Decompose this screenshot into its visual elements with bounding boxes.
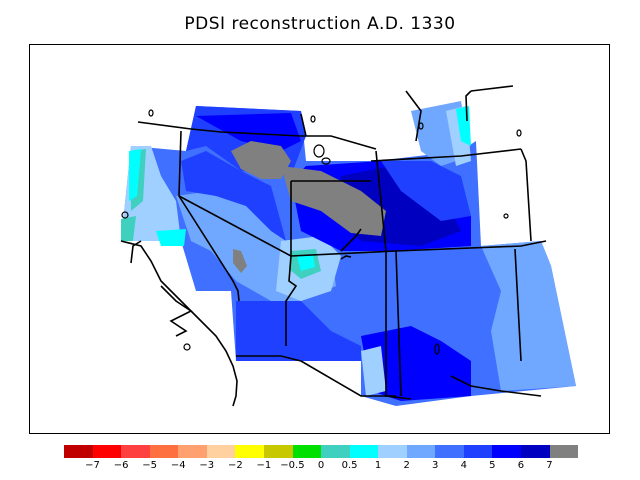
legend-tick-label: 3 [432,460,439,471]
legend-tick-label: −7 [85,460,100,471]
legend-tick-label: 0 [317,460,325,471]
legend-tick-label: 2 [403,460,410,471]
legend-swatch [92,445,122,458]
color-legend: −7 −6 −5 −4 −3 −2 −1 −0.5 0 0.5 1 2 3 4 5 6 7 [64,445,579,471]
legend-swatch [521,445,550,458]
legend-swatch [321,445,350,458]
legend-tick-label: −0.5 [280,460,305,471]
legend-tick-label: −5 [142,460,158,471]
legend-tick-label: 6 [517,460,525,471]
legend-swatch [178,445,207,458]
legend-labels: −7 −6 −5 −4 −3 −2 −1 −0.5 0 0.5 1 2 3 4 5 6 7 [64,460,578,474]
legend-swatch [149,445,179,458]
legend-swatch [349,445,379,458]
legend-swatch [206,445,236,458]
legend-tick-label: 5 [489,460,496,471]
legend-color-bar [64,445,579,458]
legend-tick-label: 7 [546,460,553,471]
legend-swatch [292,445,322,458]
legend-swatch [549,445,579,458]
pdsi-map [120,85,576,407]
legend-tick-label: 4 [460,460,467,471]
legend-swatch [263,445,293,458]
legend-tick-label: −2 [227,460,243,471]
legend-tick-label: 0.5 [341,460,358,471]
legend-tick-label: −1 [256,460,272,471]
legend-swatch [64,445,93,458]
legend-swatch [435,445,464,458]
legend-tick-label: −4 [170,460,186,471]
legend-tick-label: −6 [113,460,129,471]
boundary-lines [120,85,547,407]
legend-swatch [463,445,493,458]
legend-swatch [406,445,436,458]
legend-tick-label: 1 [374,460,382,471]
legend-tick-label: −3 [199,460,215,471]
map-title: PDSI reconstruction A.D. 1330 [184,14,456,34]
legend-swatch [378,445,407,458]
map-panel [29,44,610,434]
legend-swatch [492,445,521,458]
pdsi-field [121,101,576,406]
lake-outlines [121,109,522,355]
legend-swatch [121,445,150,458]
legend-swatch [235,445,264,458]
